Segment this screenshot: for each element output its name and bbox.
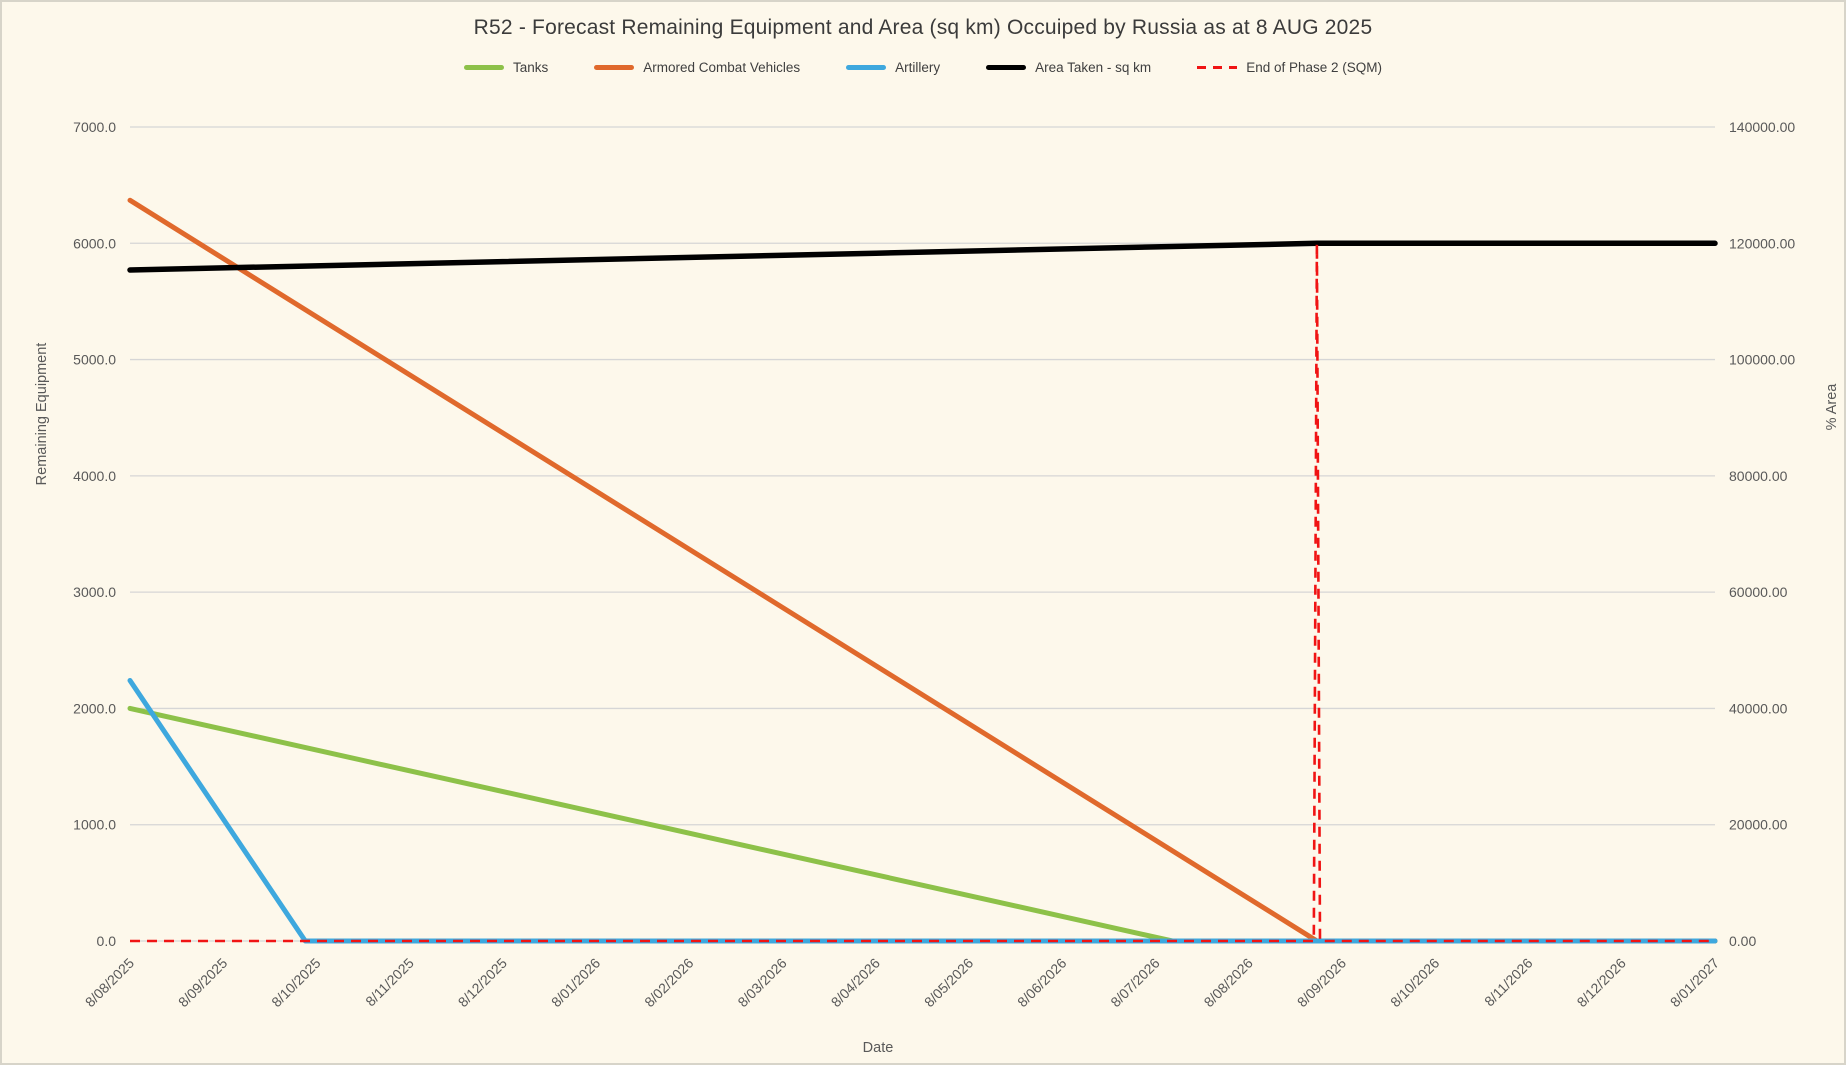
x-tick-label: 8/09/2025 — [175, 955, 231, 1011]
y-tick-label-right: 60000.00 — [1729, 584, 1788, 600]
legend-item-artillery: Artillery — [846, 60, 940, 75]
x-tick-label: 8/09/2026 — [1294, 955, 1350, 1011]
y-tick-label-left: 5000.0 — [73, 352, 116, 368]
x-tick-label: 8/01/2027 — [1667, 955, 1723, 1011]
y-tick-label-left: 6000.0 — [73, 235, 116, 251]
legend-label-area-taken: Area Taken - sq km — [1035, 60, 1152, 75]
x-tick-label: 8/06/2026 — [1014, 955, 1070, 1011]
legend: Tanks Armored Combat Vehicles Artillery … — [2, 60, 1844, 75]
x-tick-label: 8/11/2026 — [1481, 955, 1536, 1010]
y-axis-title-left: Remaining Equipment — [34, 343, 50, 486]
x-tick-label: 8/05/2026 — [921, 955, 977, 1011]
y-tick-label-left: 4000.0 — [73, 468, 116, 484]
y-tick-label-right: 140000.00 — [1729, 119, 1795, 135]
legend-swatch-tanks — [464, 65, 504, 70]
series-line-armored-combat-vehicles — [127, 197, 1718, 944]
x-tick-label: 8/12/2025 — [455, 955, 511, 1011]
y-tick-label-right: 40000.00 — [1729, 700, 1788, 716]
legend-item-area-taken: Area Taken - sq km — [986, 60, 1151, 75]
x-tick-label: 8/02/2026 — [641, 955, 697, 1011]
x-tick-label: 8/10/2025 — [268, 955, 324, 1011]
x-tick-label: 8/03/2026 — [734, 955, 790, 1011]
legend-label-end-of-phase-2: End of Phase 2 (SQM) — [1246, 60, 1382, 75]
y-tick-label-left: 2000.0 — [73, 700, 116, 716]
y-tick-label-left: 3000.0 — [73, 584, 116, 600]
x-tick-label: 8/01/2026 — [548, 955, 604, 1011]
x-axis-title: Date — [863, 1040, 894, 1056]
x-tick-label: 8/10/2026 — [1387, 955, 1443, 1011]
legend-swatch-armored-combat-vehicles — [594, 65, 635, 70]
series-line-area-taken-sq-km — [127, 240, 1718, 273]
y-tick-label-right: 120000.00 — [1729, 235, 1795, 251]
y-tick-label-left: 0.0 — [97, 933, 117, 949]
x-tick-label: 8/08/2025 — [82, 955, 138, 1011]
x-tick-label: 8/07/2026 — [1107, 955, 1163, 1011]
legend-item-tanks: Tanks — [464, 60, 548, 75]
legend-swatch-area-taken — [986, 65, 1027, 70]
x-tick-label: 8/11/2025 — [362, 955, 417, 1010]
legend-label-armored-combat-vehicles: Armored Combat Vehicles — [643, 60, 801, 75]
y-tick-label-left: 7000.0 — [73, 119, 116, 135]
y-tick-label-right: 20000.00 — [1729, 817, 1788, 833]
legend-swatch-end-of-phase-2 — [1197, 66, 1238, 69]
x-tick-label: 8/12/2026 — [1574, 955, 1630, 1011]
legend-label-artillery: Artillery — [895, 60, 941, 75]
series-line-end-of-phase-2-sqm — [130, 242, 1715, 943]
x-tick-label: 8/04/2026 — [828, 955, 884, 1011]
y-tick-label-right: 80000.00 — [1729, 468, 1788, 484]
legend-swatch-artillery — [846, 65, 887, 70]
legend-item-end-of-phase-2: End of Phase 2 (SQM) — [1197, 60, 1382, 75]
y-tick-label-left: 1000.0 — [73, 817, 116, 833]
series-line-artillery — [127, 678, 1718, 944]
legend-label-tanks: Tanks — [513, 60, 549, 75]
y-axis-title-right: % Area — [1824, 383, 1840, 431]
y-tick-label-right: 0.00 — [1729, 933, 1756, 949]
legend-item-armored-combat-vehicles: Armored Combat Vehicles — [594, 60, 800, 75]
y-tick-label-right: 100000.00 — [1729, 352, 1795, 368]
chart-title: R52 - Forecast Remaining Equipment and A… — [473, 16, 1373, 39]
x-tick-label: 8/08/2026 — [1201, 955, 1257, 1011]
